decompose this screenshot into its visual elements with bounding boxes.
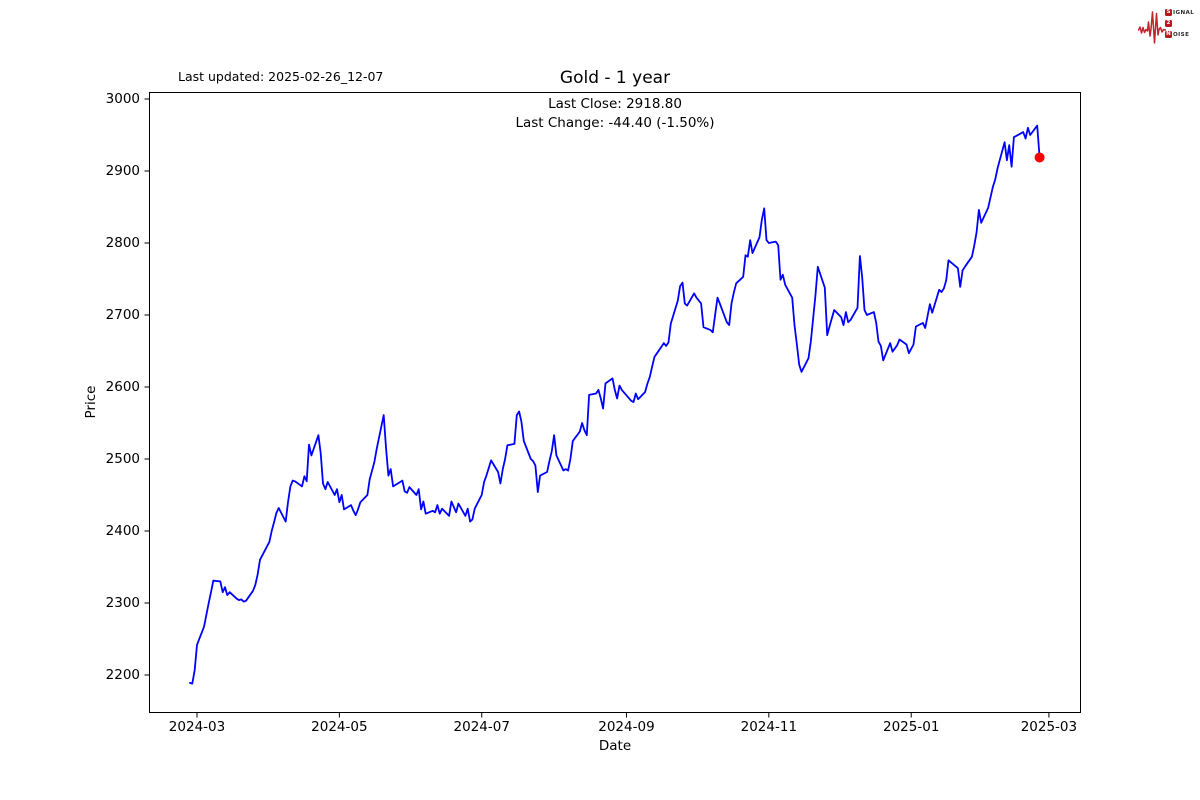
y-tick-label-2300: 2300 xyxy=(105,594,140,611)
y-tick-label-2600: 2600 xyxy=(105,378,140,395)
logo-letter-s-box: S xyxy=(1165,9,1172,17)
signal-2-noise-logo: S IGNAL 2 N OISE xyxy=(1138,4,1198,46)
last-updated-text: Last updated: 2025-02-26_12-07 xyxy=(178,69,384,84)
logo-text-ignal: IGNAL xyxy=(1173,9,1195,16)
gold-price-line xyxy=(189,124,1041,685)
y-tick-label-2900: 2900 xyxy=(105,162,140,179)
x-tick-label-2024-03: 2024-03 xyxy=(168,719,226,735)
chart-title: Gold - 1 year xyxy=(559,68,671,88)
logo-row-signal: S IGNAL xyxy=(1165,9,1194,17)
y-tick-label-2200: 2200 xyxy=(105,666,140,683)
ecg-waveform-icon xyxy=(1138,11,1166,44)
logo-row-2: 2 xyxy=(1165,20,1194,28)
last-change-text: Last Change: -44.40 (-1.50%) xyxy=(515,115,715,131)
x-tick-label-2024-05: 2024-05 xyxy=(311,719,368,735)
last-close-marker-dot xyxy=(1034,152,1045,163)
x-tick-label-2024-11: 2024-11 xyxy=(740,719,798,735)
logo-letter-2-box: 2 xyxy=(1165,20,1172,28)
y-tick-label-2700: 2700 xyxy=(105,306,140,323)
last-close-text: Last Close: 2918.80 xyxy=(548,96,682,112)
y-tick-label-2400: 2400 xyxy=(105,522,140,539)
axes-frame xyxy=(149,92,1081,713)
x-tick-label-2024-07: 2024-07 xyxy=(453,719,510,735)
y-tick-label-2800: 2800 xyxy=(105,234,140,251)
logo-row-noise: N OISE xyxy=(1165,31,1194,39)
x-axis-label: Date xyxy=(598,738,632,754)
x-tick-label-2024-09: 2024-09 xyxy=(598,719,655,735)
x-tick-label-2025-03: 2025-03 xyxy=(1020,719,1078,735)
y-tick-label-2500: 2500 xyxy=(105,450,140,467)
logo-text: S IGNAL 2 N OISE xyxy=(1165,9,1194,42)
logo-text-oise: OISE xyxy=(1173,31,1190,38)
x-tick-label-2025-01: 2025-01 xyxy=(883,719,940,735)
logo-letter-n-box: N xyxy=(1165,31,1172,39)
chart-subtitle: Last Close: 2918.80 Last Change: -44.40 … xyxy=(149,95,1081,133)
y-tick-label-3000: 3000 xyxy=(105,90,140,107)
